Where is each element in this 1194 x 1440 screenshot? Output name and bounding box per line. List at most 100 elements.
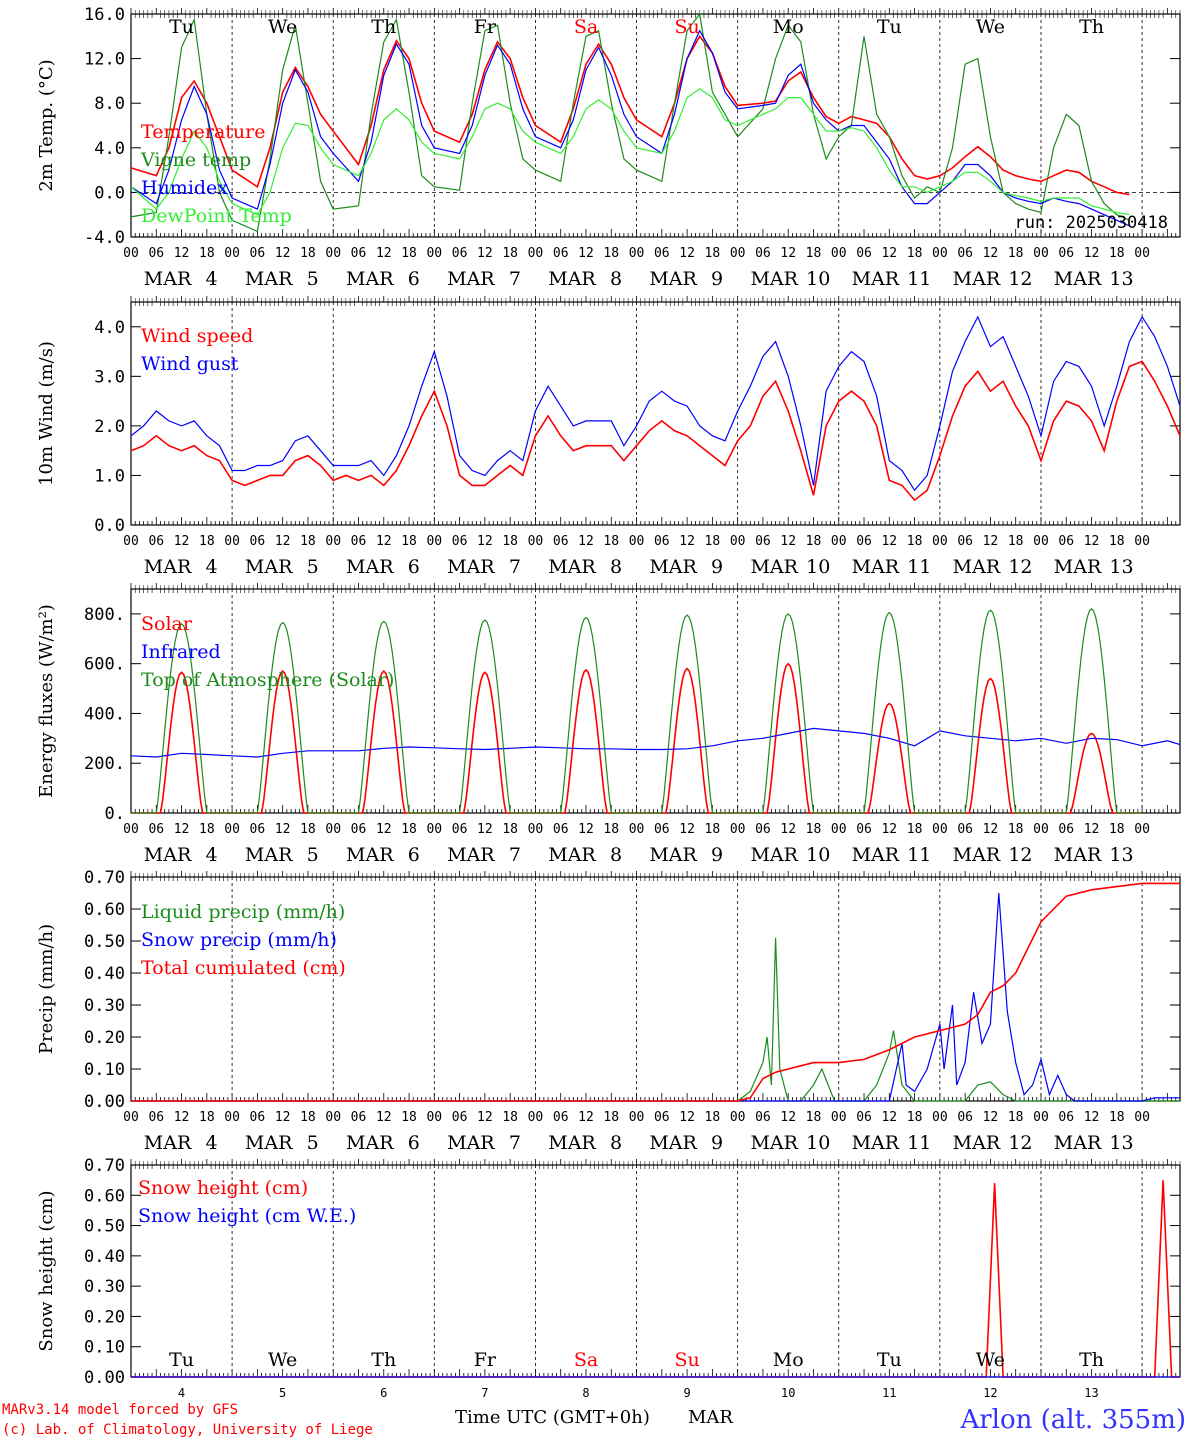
plot-frame (130, 13, 1181, 238)
panels: -4.0 0.0 4.0 8.0 12.0 16.0 2m Temp. (°C) Temper… (36, 5, 1181, 1400)
weekday-label: We (976, 16, 1005, 38)
y-tick-label: 600. (84, 655, 125, 675)
date-month-label: MAR (1054, 268, 1102, 290)
date-day-label: 9 (711, 556, 723, 578)
hour-label: 18 (300, 246, 316, 261)
date-month-label: MAR (953, 1132, 1001, 1154)
legend-entry: Vigne temp (140, 149, 251, 171)
hour-label: 00 (629, 822, 645, 837)
y-tick-label: 8.0 (94, 94, 125, 114)
hour-label: 00 (426, 246, 442, 261)
legend-entry: Wind gust (141, 353, 239, 375)
weekday-label: Sa (574, 1349, 598, 1371)
hour-label: 18 (1008, 246, 1024, 261)
hour-label: 00 (426, 822, 442, 837)
date-month-label: MAR (548, 556, 596, 578)
hour-label: 18 (603, 822, 619, 837)
chart-panel-5: 0.00 0.10 0.20 0.30 0.40 0.50 0.60 0.70 Snow hei… (36, 1156, 1181, 1400)
footer-model-line: MARv3.14 model forced by GFS (2, 1402, 238, 1418)
hour-label: 06 (957, 534, 973, 549)
hour-label: 12 (376, 822, 392, 837)
date-day-label: 13 (1109, 268, 1133, 290)
hour-label: 06 (250, 822, 266, 837)
weekday-label: Fr (474, 16, 497, 38)
hour-label: 12 (780, 534, 796, 549)
xaxis-month: MAR (688, 1407, 733, 1428)
date-day-label: 4 (206, 1132, 218, 1154)
series-line-top-of-atmosphere-solar (131, 608, 1143, 814)
hour-label: 18 (401, 246, 417, 261)
date-month-label: MAR (144, 1132, 192, 1154)
y-tick-label: 1.0 (94, 466, 125, 486)
weekday-label: Tu (169, 16, 194, 38)
date-month-label: MAR (649, 1132, 697, 1154)
weekday-label: We (268, 16, 297, 38)
hour-label: 00 (1033, 246, 1049, 261)
date-month-label: MAR (548, 844, 596, 866)
date-month-label: MAR (245, 556, 293, 578)
hour-label: 00 (831, 246, 847, 261)
hour-label: 00 (1134, 1110, 1150, 1125)
date-month-label: MAR (245, 268, 293, 290)
date-day-label: 8 (582, 1386, 589, 1400)
hour-label: 12 (275, 1110, 291, 1125)
hour-label: 18 (1008, 822, 1024, 837)
date-month-label: MAR (144, 556, 192, 578)
chart-panel-4: 0.00 0.10 0.20 0.30 0.40 0.50 0.60 0.70 Precip (… (36, 868, 1181, 1154)
hour-label: 06 (553, 534, 569, 549)
hour-label: 12 (477, 534, 493, 549)
hour-label: 18 (603, 246, 619, 261)
y-axis-label: Precip (mm/h) (36, 924, 57, 1054)
xaxis-title: Time UTC (GMT+0h) (455, 1407, 650, 1428)
date-day-label: 10 (806, 268, 830, 290)
hour-label: 06 (148, 246, 164, 261)
date-day-label: 10 (781, 1386, 795, 1400)
y-tick-label: 0.00 (84, 1092, 125, 1112)
hour-label: 12 (881, 822, 897, 837)
date-month-label: MAR (346, 268, 394, 290)
hour-label: 12 (174, 534, 190, 549)
date-month-label: MAR (447, 1132, 495, 1154)
plot-frame (130, 588, 1181, 814)
legend-entry: Wind speed (141, 325, 253, 347)
hour-label: 18 (300, 1110, 316, 1125)
y-tick-label: 0.20 (84, 1307, 125, 1327)
legend-entry: Top of Atmosphere (Solar) (141, 669, 394, 691)
hour-label: 18 (806, 246, 822, 261)
y-tick-label: 12.0 (84, 50, 125, 70)
date-month-label: MAR (447, 268, 495, 290)
date-day-label: 5 (307, 556, 319, 578)
hour-label: 00 (528, 1110, 544, 1125)
weekday-label: Th (1079, 16, 1104, 38)
y-tick-label: 0.30 (84, 996, 125, 1016)
series-line-snow-precip-mm-h (131, 892, 1180, 1102)
series-line-dewpoint-temp (130, 87, 1130, 216)
date-day-label: 11 (907, 268, 931, 290)
date-day-label: 11 (907, 844, 931, 866)
y-axis-label: Snow height (cm) (36, 1190, 57, 1351)
y-tick-label: 2.0 (94, 417, 125, 437)
y-axis-label: 2m Temp. (°C) (36, 59, 57, 191)
date-day-label: 6 (408, 1132, 420, 1154)
series-line-total-cumulated-cm (131, 882, 1180, 1102)
hour-label: 12 (983, 534, 999, 549)
location-label: Arlon (alt. 355m) (959, 1405, 1186, 1435)
chart-panel-1: -4.0 0.0 4.0 8.0 12.0 16.0 2m Temp. (°C) Temper… (36, 5, 1181, 290)
date-month-label: MAR (649, 844, 697, 866)
hour-label: 06 (957, 1110, 973, 1125)
hour-label: 00 (1033, 822, 1049, 837)
weekday-label: Tu (877, 16, 902, 38)
series-line-vigne-temp (130, 12, 1130, 233)
hour-label: 00 (730, 534, 746, 549)
hour-label: 06 (755, 822, 771, 837)
date-day-label: 13 (1084, 1386, 1098, 1400)
hour-label: 18 (806, 534, 822, 549)
date-day-label: 4 (206, 268, 218, 290)
hour-label: 06 (351, 822, 367, 837)
y-tick-label: 4.0 (94, 318, 125, 338)
date-month-label: MAR (447, 844, 495, 866)
hour-label: 18 (1109, 246, 1125, 261)
hour-label: 12 (376, 1110, 392, 1125)
date-month-label: MAR (649, 556, 697, 578)
legend-entry: Humidex (141, 177, 228, 199)
